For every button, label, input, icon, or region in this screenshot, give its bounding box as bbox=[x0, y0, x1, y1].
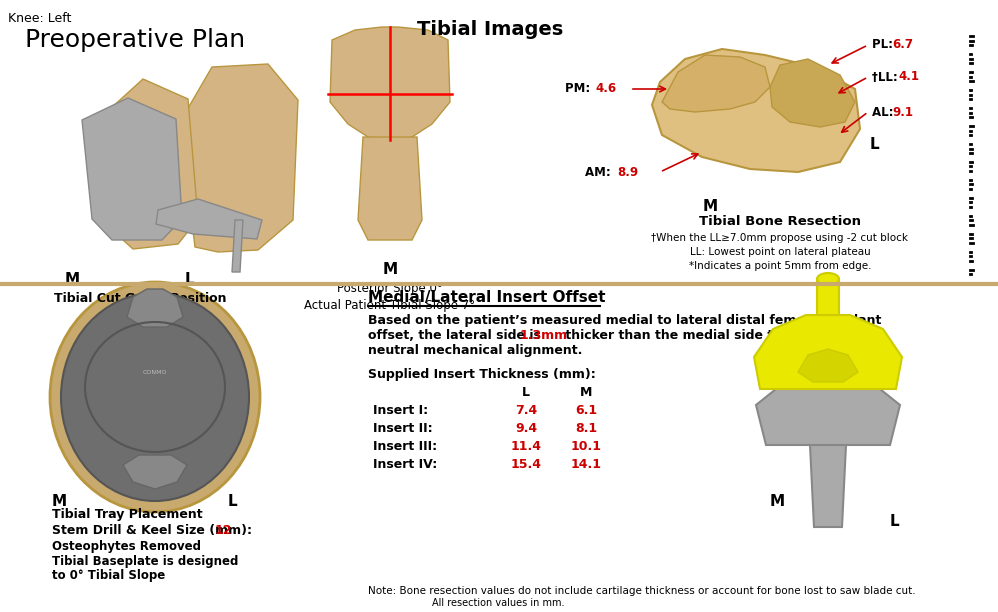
Polygon shape bbox=[798, 349, 858, 382]
Polygon shape bbox=[82, 98, 182, 240]
Text: Insert I:: Insert I: bbox=[373, 404, 428, 417]
Polygon shape bbox=[810, 445, 846, 527]
Text: PM:: PM: bbox=[565, 83, 595, 95]
Text: 6.1: 6.1 bbox=[575, 404, 597, 417]
Text: M: M bbox=[580, 386, 592, 399]
Text: M: M bbox=[65, 272, 80, 287]
Text: Note: Bone resection values do not include cartilage thickness or account for bo: Note: Bone resection values do not inclu… bbox=[368, 586, 915, 596]
Text: 6.7: 6.7 bbox=[892, 39, 913, 51]
Text: Supplied Insert Thickness (mm):: Supplied Insert Thickness (mm): bbox=[368, 368, 596, 381]
Text: Insert II:: Insert II: bbox=[373, 422, 432, 435]
Polygon shape bbox=[232, 220, 243, 272]
Polygon shape bbox=[756, 389, 900, 445]
Text: to 0° Tibial Slope: to 0° Tibial Slope bbox=[52, 569, 166, 582]
Text: Insert IV:: Insert IV: bbox=[373, 458, 437, 471]
Text: Insert III:: Insert III: bbox=[373, 440, 437, 453]
Polygon shape bbox=[156, 199, 262, 239]
Polygon shape bbox=[770, 59, 855, 127]
Text: Medial/Lateral Insert Offset: Medial/Lateral Insert Offset bbox=[368, 290, 606, 305]
Text: 8.9: 8.9 bbox=[617, 165, 638, 179]
Text: Based on the patient’s measured medial to lateral distal femoral implant: Based on the patient’s measured medial t… bbox=[368, 314, 881, 327]
Text: thicker than the medial side to achieve: thicker than the medial side to achieve bbox=[561, 329, 840, 342]
Text: All resection values in mm.: All resection values in mm. bbox=[432, 598, 564, 608]
Text: AL:: AL: bbox=[872, 105, 897, 119]
Text: 14.1: 14.1 bbox=[571, 458, 602, 471]
Text: Posterior Slope 0°: Posterior Slope 0° bbox=[337, 282, 443, 295]
Text: 1.3mm: 1.3mm bbox=[520, 329, 568, 342]
Text: 4.1: 4.1 bbox=[898, 70, 919, 83]
Text: L: L bbox=[185, 272, 195, 287]
Text: 9.4: 9.4 bbox=[515, 422, 537, 435]
Polygon shape bbox=[662, 55, 770, 112]
Text: Tibial Cut Guide Position: Tibial Cut Guide Position bbox=[54, 292, 227, 305]
Text: 11.4: 11.4 bbox=[511, 440, 542, 453]
Text: Tibial Bone Resection: Tibial Bone Resection bbox=[699, 215, 861, 228]
Polygon shape bbox=[127, 289, 183, 327]
Text: L: L bbox=[870, 137, 879, 152]
Text: Tibial Tray Placement: Tibial Tray Placement bbox=[52, 508, 203, 521]
Polygon shape bbox=[358, 137, 422, 240]
Text: Stem Drill & Keel Size (mm):: Stem Drill & Keel Size (mm): bbox=[52, 524, 256, 537]
Text: 7.4: 7.4 bbox=[515, 404, 537, 417]
Polygon shape bbox=[330, 27, 450, 142]
Text: Knee: Left: Knee: Left bbox=[8, 12, 72, 25]
Text: Tibial Images: Tibial Images bbox=[417, 20, 563, 39]
Polygon shape bbox=[652, 49, 860, 172]
Text: †LL:: †LL: bbox=[872, 70, 902, 83]
Text: Osteophytes Removed: Osteophytes Removed bbox=[52, 540, 201, 553]
Text: Actual Patient Tibial Slope 7°: Actual Patient Tibial Slope 7° bbox=[304, 299, 476, 312]
Text: 9.1: 9.1 bbox=[892, 105, 913, 119]
Text: M: M bbox=[52, 494, 67, 509]
Text: Tibial Baseplate is designed: Tibial Baseplate is designed bbox=[52, 555, 239, 568]
Text: M: M bbox=[770, 494, 785, 509]
Text: 12: 12 bbox=[215, 524, 233, 537]
Text: M: M bbox=[703, 199, 718, 214]
Ellipse shape bbox=[50, 282, 260, 512]
Polygon shape bbox=[754, 315, 902, 389]
Text: 8.1: 8.1 bbox=[575, 422, 597, 435]
Text: LL: Lowest point on lateral plateau: LL: Lowest point on lateral plateau bbox=[690, 247, 870, 257]
Polygon shape bbox=[98, 79, 198, 249]
Text: L: L bbox=[522, 386, 530, 399]
Text: L: L bbox=[228, 494, 238, 509]
Text: neutral mechanical alignment.: neutral mechanical alignment. bbox=[368, 344, 583, 357]
Text: 15.4: 15.4 bbox=[511, 458, 542, 471]
Text: offset, the lateral side is: offset, the lateral side is bbox=[368, 329, 545, 342]
Polygon shape bbox=[817, 279, 839, 315]
Ellipse shape bbox=[61, 293, 249, 501]
Text: AM:: AM: bbox=[585, 165, 615, 179]
Text: †When the LL≥7.0mm propose using -2 cut block: †When the LL≥7.0mm propose using -2 cut … bbox=[652, 233, 908, 243]
Text: M: M bbox=[382, 262, 397, 277]
Text: *Indicates a point 5mm from edge.: *Indicates a point 5mm from edge. bbox=[689, 261, 871, 271]
Text: CONMO: CONMO bbox=[143, 370, 168, 375]
Text: Preoperative Plan: Preoperative Plan bbox=[25, 28, 246, 52]
Text: 10.1: 10.1 bbox=[571, 440, 602, 453]
Polygon shape bbox=[180, 64, 298, 252]
Text: PL:: PL: bbox=[872, 39, 897, 51]
Text: 4.6: 4.6 bbox=[595, 83, 616, 95]
Ellipse shape bbox=[817, 273, 839, 285]
Text: L: L bbox=[890, 514, 899, 529]
Polygon shape bbox=[123, 455, 187, 489]
